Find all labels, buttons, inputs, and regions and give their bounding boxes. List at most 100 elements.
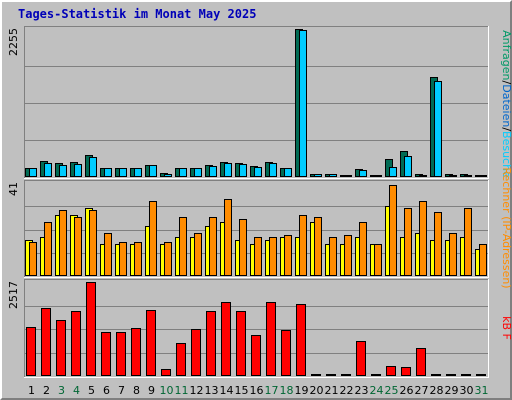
bar <box>176 343 186 376</box>
bar <box>434 81 442 177</box>
bar <box>479 244 487 276</box>
x-tick-label: 11 <box>175 384 189 397</box>
x-tick-label: 23 <box>355 384 369 397</box>
bar <box>179 168 187 177</box>
x-tick-label: 20 <box>310 384 324 397</box>
legend-entry: Anfragen <box>500 30 512 80</box>
bar <box>266 302 276 376</box>
bar <box>206 311 216 376</box>
bar <box>296 304 306 376</box>
bar <box>251 335 261 376</box>
x-tick-label: 29 <box>445 384 459 397</box>
y-tick-label: 41 <box>7 182 20 196</box>
legend-entry: Rechner <box>500 167 512 213</box>
bar <box>374 244 382 276</box>
bar <box>359 170 367 177</box>
bar <box>119 242 127 276</box>
x-tick-label: 22 <box>340 384 354 397</box>
bar <box>464 175 472 177</box>
bar <box>374 175 382 177</box>
bar <box>194 233 202 276</box>
bar <box>344 235 352 276</box>
x-tick-label: 26 <box>400 384 414 397</box>
bar <box>239 164 247 177</box>
bar <box>401 367 411 376</box>
bar <box>476 374 486 376</box>
bar <box>236 311 246 376</box>
bar <box>164 174 172 177</box>
x-tick-label: 31 <box>475 384 489 397</box>
bar <box>434 212 442 276</box>
legend-entry: Dateien <box>500 84 512 127</box>
x-tick-label: 25 <box>385 384 399 397</box>
bar <box>224 199 232 276</box>
bar <box>179 217 187 276</box>
x-tick-label: 1 <box>28 384 35 397</box>
bar <box>104 168 112 177</box>
bar <box>479 175 487 177</box>
bar <box>329 174 337 177</box>
bar <box>356 341 366 376</box>
panel-background <box>24 26 489 179</box>
bar <box>341 374 351 376</box>
bar <box>29 168 37 177</box>
bar <box>284 235 292 276</box>
x-tick-label: 18 <box>280 384 294 397</box>
bar <box>29 242 37 276</box>
x-tick-label: 24 <box>370 384 384 397</box>
legend-entry: / <box>500 81 512 85</box>
bar <box>449 233 457 276</box>
x-tick-label: 30 <box>460 384 474 397</box>
bar <box>254 237 262 276</box>
bar <box>74 217 82 276</box>
bar <box>224 163 232 177</box>
bar <box>44 163 52 177</box>
bar <box>86 282 96 376</box>
bar <box>359 222 367 276</box>
bar <box>344 175 352 177</box>
x-tick-label: 14 <box>220 384 234 397</box>
bar <box>119 168 127 177</box>
legend-entry: kB F <box>500 316 512 340</box>
bar <box>74 164 82 177</box>
bar <box>389 167 397 177</box>
bar <box>134 242 142 276</box>
x-tick-label: 16 <box>250 384 264 397</box>
bar <box>59 210 67 276</box>
bar <box>89 210 97 276</box>
x-tick-label: 17 <box>265 384 279 397</box>
bar <box>314 217 322 276</box>
x-tick-label: 4 <box>73 384 80 397</box>
bar <box>416 348 426 376</box>
bar <box>404 156 412 177</box>
bar <box>371 374 381 376</box>
bar <box>59 165 67 177</box>
x-tick-label: 15 <box>235 384 249 397</box>
bar <box>194 168 202 177</box>
bar <box>44 222 52 276</box>
bar <box>404 208 412 276</box>
x-tick-label: 28 <box>430 384 444 397</box>
x-tick-label: 21 <box>325 384 339 397</box>
bar <box>311 374 321 376</box>
bar <box>269 237 277 276</box>
x-tick-label: 9 <box>148 384 155 397</box>
x-tick-label: 12 <box>190 384 204 397</box>
bar <box>191 329 201 376</box>
bar <box>89 157 97 177</box>
bar <box>26 327 36 376</box>
bar <box>299 215 307 276</box>
bar <box>104 233 112 276</box>
bar <box>71 311 81 376</box>
bar <box>284 168 292 177</box>
x-tick-label: 2 <box>43 384 50 397</box>
bar <box>209 217 217 276</box>
bar <box>164 242 172 276</box>
bar <box>389 185 397 276</box>
y-tick-label: 2517 <box>7 281 20 309</box>
bar <box>449 175 457 177</box>
bar <box>221 302 231 376</box>
bar <box>269 163 277 177</box>
legend-entry: Besuche <box>500 131 512 178</box>
